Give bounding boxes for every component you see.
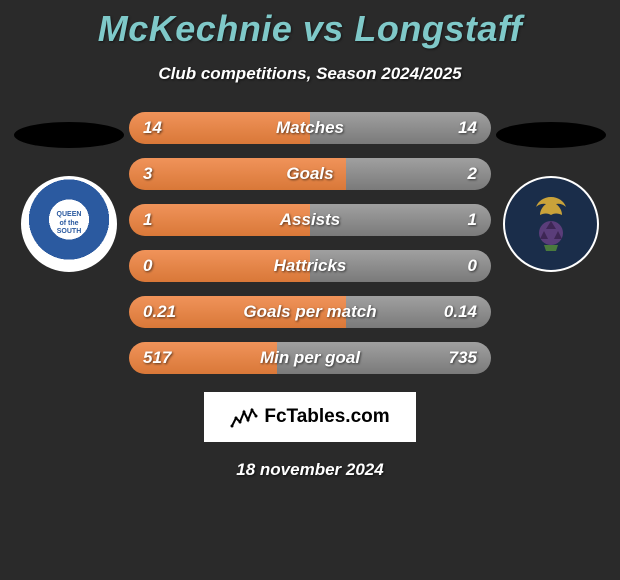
stat-row: 14 Matches 14 [129,112,491,144]
stat-label: Goals per match [243,302,376,322]
stat-value-right: 0 [468,256,477,276]
shadow-ellipse-left [14,122,124,148]
right-crest-column [491,112,611,272]
stat-label: Assists [280,210,340,230]
date-line: 18 november 2024 [236,460,383,480]
fctables-logo-icon [230,406,258,428]
stat-row: 0 Hattricks 0 [129,250,491,282]
stat-value-left: 0 [143,256,152,276]
comparison-subtitle: Club competitions, Season 2024/2025 [158,64,461,84]
stat-value-left: 3 [143,164,152,184]
stat-value-right: 14 [458,118,477,138]
left-crest-column: QUEEN of the SOUTH [9,112,129,272]
shadow-ellipse-right [496,122,606,148]
stat-value-left: 14 [143,118,162,138]
stat-value-left: 1 [143,210,152,230]
crest-text-bot: SOUTH [57,228,82,236]
queen-of-the-south-crest: QUEEN of the SOUTH [21,176,117,272]
eagle-thistle-icon [516,189,586,259]
stat-label: Hattricks [274,256,347,276]
stat-value-left: 517 [143,348,171,368]
infographic-container: McKechnie vs Longstaff Club competitions… [0,0,620,580]
stat-value-left: 0.21 [143,302,176,322]
stat-value-right: 735 [449,348,477,368]
crest-text-top: QUEEN [57,211,82,219]
crest-text-mid: of the [59,220,78,228]
stat-row: 3 Goals 2 [129,158,491,190]
stat-label: Goals [286,164,333,184]
watermark-text: FcTables.com [264,406,389,428]
stat-value-right: 1 [468,210,477,230]
stat-label: Matches [276,118,344,138]
comparison-title: McKechnie vs Longstaff [98,8,522,50]
inverness-ct-crest [503,176,599,272]
stat-label: Min per goal [260,348,360,368]
stat-row: 517 Min per goal 735 [129,342,491,374]
stat-value-right: 0.14 [444,302,477,322]
stats-column: 14 Matches 14 3 Goals 2 1 Assists 1 0 Hattricks 0 0.… [129,112,491,374]
stat-row: 0.21 Goals per match 0.14 [129,296,491,328]
stat-row: 1 Assists 1 [129,204,491,236]
main-row: QUEEN of the SOUTH 14 Matches 14 3 Goals 2 1 As… [0,112,620,374]
watermark-box: FcTables.com [204,392,416,442]
stat-value-right: 2 [468,164,477,184]
